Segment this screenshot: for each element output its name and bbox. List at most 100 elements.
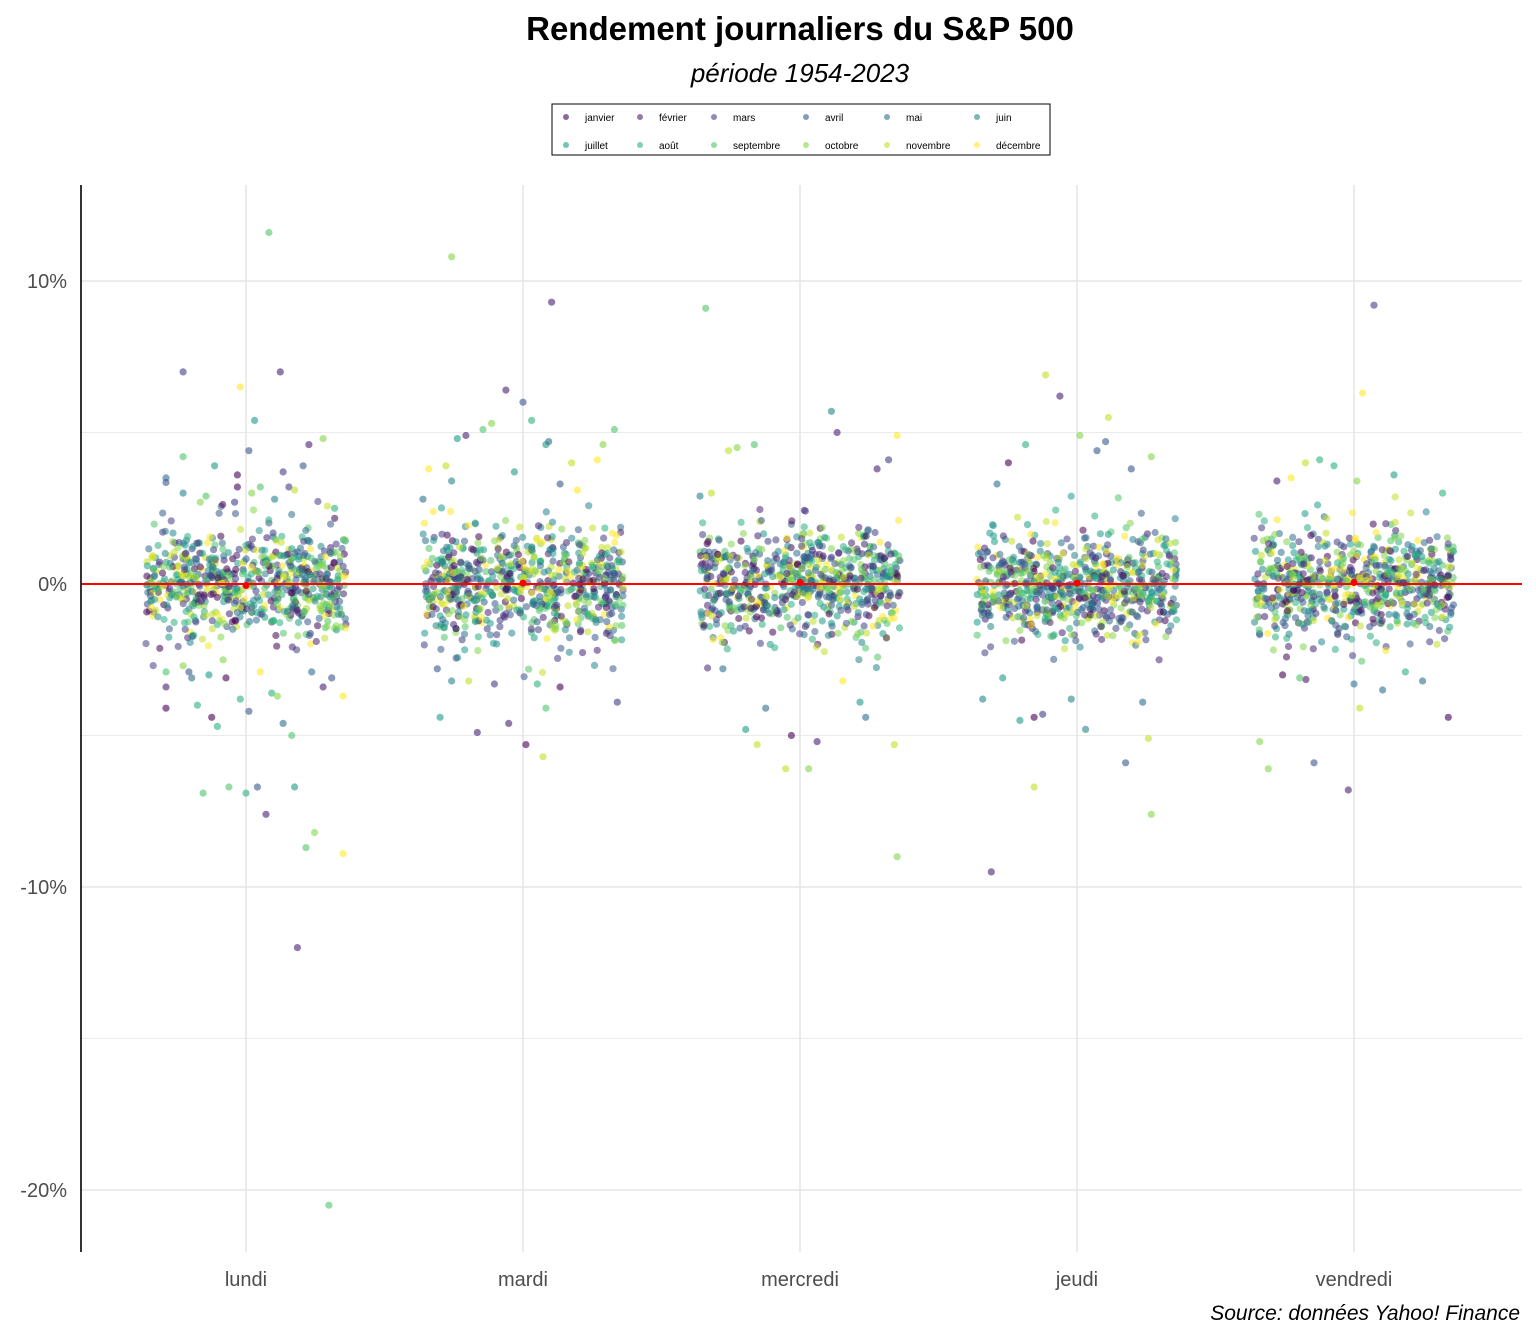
data-point — [252, 587, 260, 595]
data-point — [1138, 561, 1146, 569]
data-point — [1291, 614, 1300, 622]
data-point — [1171, 515, 1179, 523]
data-point — [460, 630, 469, 638]
data-point — [1299, 643, 1307, 651]
data-point — [1369, 520, 1377, 528]
data-point — [840, 573, 848, 581]
data-point — [854, 609, 862, 617]
data-point — [1352, 602, 1360, 610]
data-point — [739, 585, 748, 593]
data-point — [1000, 568, 1008, 576]
outlier-point — [448, 677, 456, 685]
data-point — [305, 631, 313, 640]
data-point — [1153, 558, 1161, 566]
data-point — [161, 527, 169, 535]
outlier-point — [279, 719, 287, 728]
data-point — [1333, 559, 1342, 567]
data-point — [1283, 562, 1291, 571]
data-point — [741, 561, 749, 570]
data-point — [619, 584, 627, 592]
data-point — [839, 581, 847, 590]
data-point — [1023, 521, 1032, 529]
data-point — [272, 631, 280, 640]
data-point — [981, 649, 989, 657]
grid-lines — [81, 185, 1522, 1252]
data-point — [487, 556, 495, 565]
outlier-point — [245, 707, 253, 715]
outlier-point — [1353, 477, 1361, 485]
data-point — [874, 653, 882, 661]
data-point — [1398, 599, 1406, 607]
data-point — [1033, 612, 1041, 620]
data-point — [1384, 577, 1392, 585]
data-point — [773, 609, 781, 617]
data-point — [561, 552, 569, 560]
data-point — [595, 567, 604, 575]
mean-point — [519, 579, 527, 587]
data-point — [1023, 586, 1031, 595]
outlier-point — [311, 828, 319, 837]
outlier-point — [331, 504, 339, 512]
data-point — [242, 541, 250, 549]
data-point — [271, 588, 279, 596]
data-point — [798, 598, 807, 607]
data-point — [1292, 599, 1300, 607]
data-point — [1418, 553, 1426, 561]
data-point — [248, 608, 256, 617]
outlier-point — [285, 483, 293, 491]
data-point — [723, 565, 731, 573]
data-point — [1139, 546, 1147, 554]
data-point — [603, 618, 611, 626]
legend-key — [803, 142, 809, 148]
data-point — [565, 648, 573, 656]
data-point — [1318, 638, 1326, 646]
data-point — [1092, 554, 1100, 562]
outlier-point — [185, 668, 193, 676]
data-point — [189, 543, 197, 551]
data-point — [493, 564, 501, 572]
data-point — [610, 576, 618, 584]
data-point — [484, 608, 492, 617]
data-point — [739, 529, 748, 538]
data-point — [1382, 520, 1390, 528]
data-point — [816, 600, 824, 608]
outlier-point — [1344, 786, 1352, 794]
data-point — [496, 604, 504, 612]
data-point — [1325, 596, 1333, 604]
data-point — [728, 584, 736, 593]
data-point — [888, 609, 897, 617]
data-point — [493, 631, 501, 639]
data-point — [1041, 570, 1049, 578]
legend-box — [551, 103, 1051, 156]
data-point — [1449, 547, 1457, 555]
data-point — [805, 560, 813, 569]
data-point — [214, 574, 222, 582]
data-point — [539, 613, 547, 622]
data-point — [145, 545, 153, 553]
data-point — [876, 538, 884, 546]
data-point — [608, 564, 616, 572]
outlier-point — [222, 674, 230, 682]
outlier-point — [268, 689, 276, 697]
data-point — [207, 590, 215, 599]
data-point — [742, 614, 750, 622]
data-point — [186, 638, 194, 647]
data-point — [170, 548, 178, 556]
outlier-point — [433, 665, 441, 673]
data-point — [1137, 509, 1145, 517]
outlier-point — [528, 416, 536, 424]
data-point — [167, 517, 175, 525]
data-point — [493, 583, 501, 592]
data-point — [1069, 560, 1077, 569]
data-point — [1366, 623, 1374, 631]
data-point — [295, 555, 303, 563]
outlier-point — [1004, 459, 1013, 467]
data-point — [1447, 604, 1456, 612]
data-point — [1060, 645, 1069, 653]
data-point — [239, 570, 247, 578]
data-point — [1061, 637, 1069, 645]
outlier-point — [179, 662, 187, 670]
data-point — [1097, 623, 1105, 631]
data-point — [1169, 566, 1178, 574]
data-point — [1030, 564, 1038, 573]
